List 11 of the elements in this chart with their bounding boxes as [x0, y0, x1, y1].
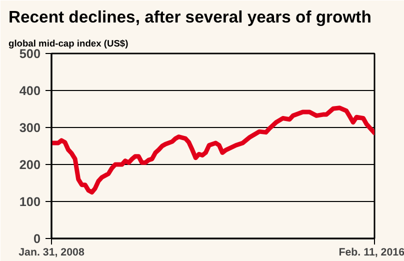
y-tick-label: 100	[19, 195, 41, 209]
chart-title: Recent declines, after several years of growth	[8, 8, 372, 26]
x-tick-label: Feb. 11, 2016	[338, 246, 404, 258]
y-tick-label: 300	[19, 121, 41, 135]
y-tick-label: 400	[19, 84, 41, 98]
x-tick-label: Jan. 31, 2008	[18, 246, 84, 258]
y-tick-label: 0	[33, 232, 41, 246]
y-tick-label: 500	[19, 47, 41, 61]
y-tick-label: 200	[19, 158, 41, 172]
y-axis-title: global mid-cap index (US$)	[8, 38, 128, 48]
line-series	[52, 106, 374, 194]
